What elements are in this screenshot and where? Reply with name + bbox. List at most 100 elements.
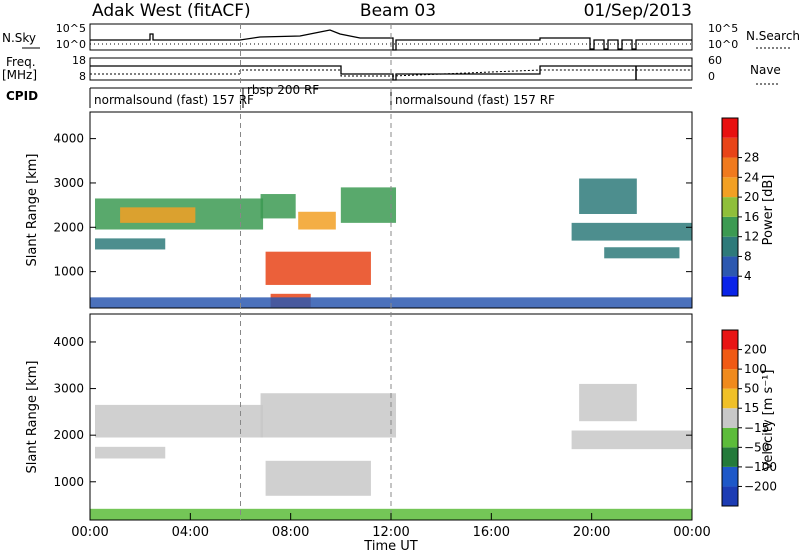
plot-title: Adak West (fitACF) [92,1,251,21]
range-tick-label: 1000 [53,475,84,489]
power-colorbar-label: Power [dB] [761,175,776,246]
time-tick-label: 00:00 [673,525,710,540]
heatmap-region-0-4 [340,187,397,223]
heatmap-region-0-5 [95,238,166,250]
heatmap-region-1-3 [265,460,371,496]
colorbar-tick-label: 20 [744,190,759,204]
nave-tick-top: 60 [708,54,722,67]
cpid-segment-label: normalsound (fast) 157 RF [94,93,254,107]
colorbar-swatch [722,447,738,467]
cpid-label: CPID [6,89,38,103]
nsearch-label: N.Search [746,29,800,43]
heatmap-region-1-2 [95,446,166,459]
colorbar-tick-label: 100 [744,362,767,376]
heatmap-region-0-3 [298,211,336,230]
colorbar-swatch [722,157,738,178]
colorbar-tick-label: 200 [744,343,767,357]
colorbar-swatch [722,408,738,428]
range-ticks: 1000 2000 3000 4000 1000 2000 3000 4000 [53,132,692,489]
cpid-segment-label: rbsp 200 RF [247,83,319,97]
velocity-colorbar-label: Velocity [m s⁻¹] [761,370,776,471]
colorbar-swatch [722,369,738,389]
colorbar-tick-label: −15 [744,421,769,435]
colorbar-swatch [722,388,738,409]
range-tick-label: 4000 [53,335,84,349]
colorbar-tick-label: −100 [744,460,777,474]
nave-trace [90,69,692,77]
heatmap-region-0-6 [265,251,371,285]
colorbar-tick-label: 28 [744,151,759,165]
range-tick-label: 4000 [53,132,84,146]
colorbar-tick-label: 12 [744,230,759,244]
colorbar-tick-label: 8 [744,249,752,263]
heatmap-region-0-1 [120,207,196,223]
noise-tick-top: 10^5 [56,22,86,35]
colorbar-swatch [722,177,738,198]
freq-unit: [MHz] [2,68,37,82]
beam-label: Beam 03 [360,1,436,21]
heatmap-region-1-5 [579,383,637,422]
range-tick-label: 3000 [53,176,84,190]
colorbar-swatch [722,330,738,350]
colorbar-swatch [722,118,738,138]
heatmap-region-1-1 [260,393,397,438]
colorbar-swatch [722,486,738,506]
colorbar-tick-label: 24 [744,170,759,184]
colorbar-frame [721,329,739,507]
heatmap-region-0-11 [90,297,692,308]
xaxis-label: Time UT [363,539,417,554]
time-ticks: 00:00 04:00 08:00 12:00 16:00 20:00 00:00 [71,513,711,540]
noise-tick-bottom-right: 10^0 [708,38,738,51]
range-tick-label: 2000 [53,220,84,234]
colorbar-frame [721,117,739,297]
power-ylabel: Slant Range [km] [25,154,40,267]
colorbar-tick-label: −200 [744,479,777,493]
nsky-label: N.Sky [2,31,36,45]
heatmap-region-1-4 [571,430,692,450]
date-label: 01/Sep/2013 [584,1,692,21]
colorbar-tick-label: 4 [744,269,752,283]
power-heatmap-cells [90,178,692,308]
noise-tick-top-right: 10^5 [708,22,738,35]
colorbar-swatch [722,349,738,370]
colorbar-swatch [722,216,738,237]
range-tick-label: 3000 [53,382,84,396]
heatmap-region-1-0 [95,404,264,438]
colorbar-swatch [722,466,738,487]
colorbar-swatch [722,236,738,257]
colorbar-swatch [722,137,738,158]
time-tick-label: 00:00 [71,525,108,540]
time-tick-label: 16:00 [473,525,510,540]
freq-tick-top: 18 [72,54,86,67]
range-tick-label: 1000 [53,265,84,279]
velocity-ylabel: Slant Range [km] [25,361,40,474]
colorbar-swatch [722,256,738,277]
colorbar-tick-label: 50 [744,382,759,396]
colorbar-tick-label: 16 [744,210,759,224]
time-tick-label: 20:00 [573,525,610,540]
colorbar-swatch [722,197,738,217]
colorbar-swatch [722,276,738,296]
heatmap-region-0-9 [579,178,637,214]
freq-label: Freq. [6,55,36,69]
heatmap-region-0-10 [604,247,680,259]
colorbar-tick-label: 15 [744,401,759,415]
freq-tick-bottom: 8 [79,70,86,83]
time-tick-label: 08:00 [272,525,309,540]
heatmap-region-0-2 [260,194,296,219]
velocity-colorbar: 200 100 50 15 −15 −50 −100 −200 [721,329,777,507]
time-tick-label: 04:00 [172,525,209,540]
nave-label: Nave [750,63,781,77]
time-gridlines [240,24,392,520]
heatmap-region-0-8 [571,222,692,241]
colorbar-swatch [722,427,738,448]
nsky-trace [90,29,692,51]
noise-tick-bottom: 10^0 [56,38,86,51]
range-tick-label: 2000 [53,428,84,442]
nave-tick-bottom: 0 [708,70,715,83]
colorbar-tick-label: −50 [744,440,769,454]
power-colorbar: 4 8 12 16 20 24 28 [721,117,759,297]
cpid-segment-label: normalsound (fast) 157 RF [395,93,555,107]
